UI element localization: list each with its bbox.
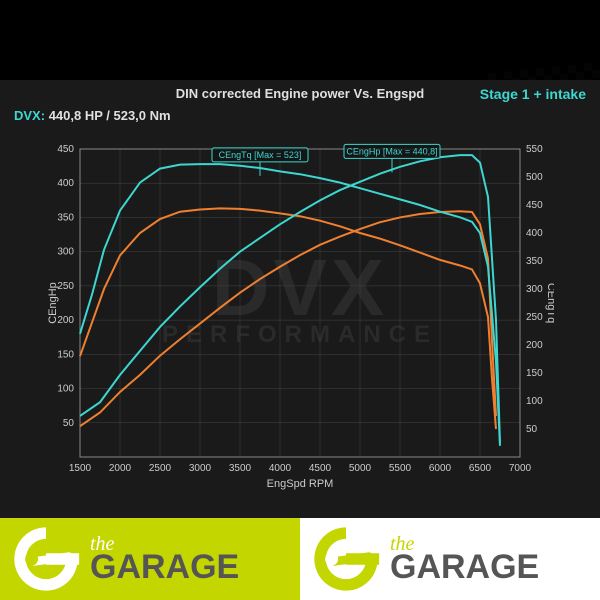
svg-text:CEngTq: CEngTq [545,283,554,323]
footer: the GARAGE the GARAGE [0,518,600,600]
svg-text:150: 150 [526,368,543,379]
svg-text:250: 250 [526,312,543,323]
svg-text:100: 100 [57,384,74,395]
garage-text: GARAGE [390,553,539,582]
dvx-label: DVX: [14,108,45,123]
svg-text:200: 200 [526,340,543,351]
svg-text:200: 200 [57,315,74,326]
wrench-g-icon [10,523,82,595]
svg-text:550: 550 [526,144,543,155]
footer-left: the GARAGE [0,518,300,600]
svg-text:300: 300 [57,247,74,258]
svg-text:2000: 2000 [109,463,132,474]
svg-text:2500: 2500 [149,463,172,474]
garage-text: GARAGE [90,553,239,582]
svg-text:7000: 7000 [509,463,532,474]
svg-text:EngSpd RPM: EngSpd RPM [267,478,334,490]
svg-text:300: 300 [526,284,543,295]
svg-text:450: 450 [57,144,74,155]
svg-text:3500: 3500 [229,463,252,474]
svg-text:4000: 4000 [269,463,292,474]
svg-text:250: 250 [57,281,74,292]
svg-text:400: 400 [57,178,74,189]
stage-label: Stage 1 + intake [480,86,586,102]
svg-text:5000: 5000 [349,463,372,474]
top-spacer [0,0,600,80]
svg-text:CEngTq [Max = 523]: CEngTq [Max = 523] [219,150,302,160]
garage-logo-text: the GARAGE [390,536,539,582]
wrench-g-icon [310,523,382,595]
svg-text:350: 350 [526,256,543,267]
dvx-value: 440,8 HP / 523,0 Nm [49,108,171,123]
svg-text:150: 150 [57,349,74,360]
svg-text:50: 50 [63,418,75,429]
svg-text:3000: 3000 [189,463,212,474]
svg-text:CEngHp [Max = 440,8]: CEngHp [Max = 440,8] [346,146,437,156]
svg-text:100: 100 [526,396,543,407]
dvx-summary: DVX: 440,8 HP / 523,0 Nm [14,108,171,123]
svg-text:4500: 4500 [309,463,332,474]
svg-text:350: 350 [57,212,74,223]
plot-area: 1500 2000 2500 3000 3500 4000 4500 5000 5500 6000… [46,143,554,491]
svg-text:450: 450 [526,200,543,211]
svg-text:500: 500 [526,172,543,183]
svg-text:50: 50 [526,424,538,435]
svg-text:6500: 6500 [469,463,492,474]
dyno-chart: DVX PERFORMANCE DIN corrected Engine pow… [0,80,600,518]
footer-right: the GARAGE [300,518,600,600]
svg-text:400: 400 [526,228,543,239]
svg-text:1500: 1500 [69,463,92,474]
svg-text:6000: 6000 [429,463,452,474]
svg-text:5500: 5500 [389,463,412,474]
svg-text:CEngHp: CEngHp [47,282,59,324]
plot-svg: 1500 2000 2500 3000 3500 4000 4500 5000 5500 6000… [46,143,554,491]
garage-logo-text: the GARAGE [90,536,239,582]
